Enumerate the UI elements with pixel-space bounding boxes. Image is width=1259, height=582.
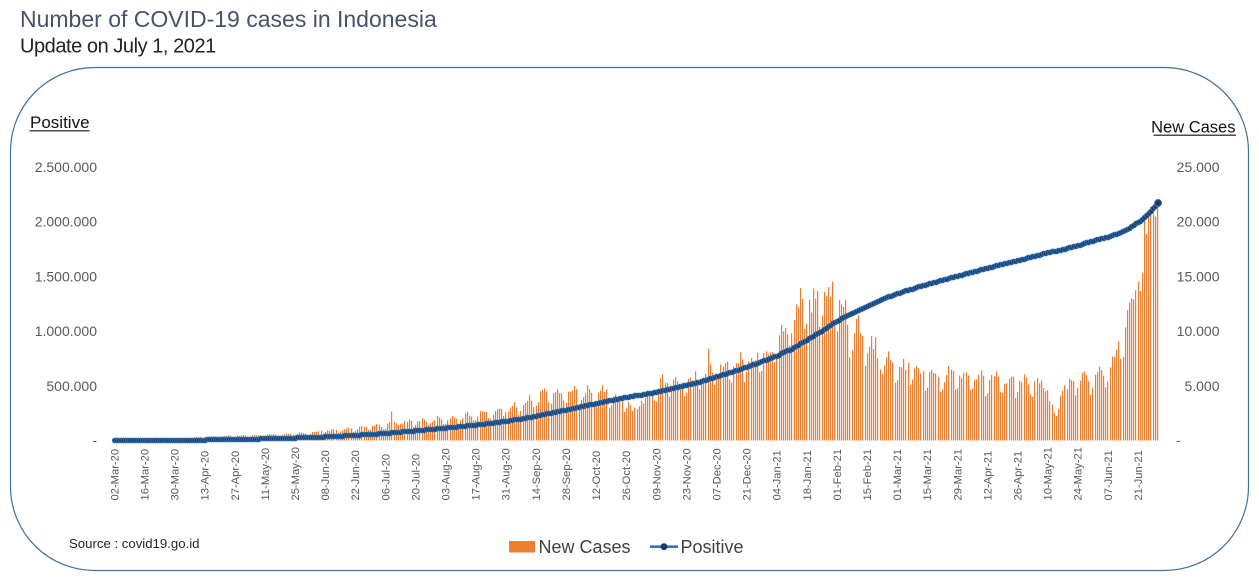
svg-text:23-Nov-20: 23-Nov-20 [681, 448, 693, 500]
svg-text:27-Apr-20: 27-Apr-20 [230, 451, 242, 501]
svg-text:10-May-21: 10-May-21 [1043, 447, 1055, 500]
svg-text:28-Sep-20: 28-Sep-20 [561, 448, 573, 500]
svg-text:26-Apr-21: 26-Apr-21 [1013, 451, 1025, 501]
svg-text:01-Feb-21: 01-Feb-21 [832, 449, 844, 501]
svg-text:15.000: 15.000 [1177, 268, 1220, 284]
svg-text:29-Mar-21: 29-Mar-21 [952, 449, 964, 501]
svg-text:5.000: 5.000 [1184, 378, 1219, 394]
svg-text:21-Dec-20: 21-Dec-20 [742, 448, 754, 500]
svg-text:17-Aug-20: 17-Aug-20 [471, 448, 483, 500]
svg-text:New Cases: New Cases [1151, 118, 1235, 136]
svg-text:20.000: 20.000 [1177, 214, 1220, 230]
svg-text:30-Mar-20: 30-Mar-20 [170, 449, 182, 501]
svg-text:500.000: 500.000 [46, 378, 97, 394]
svg-text:1.000.000: 1.000.000 [35, 323, 97, 339]
svg-text:Positive: Positive [681, 537, 744, 557]
svg-text:15-Feb-21: 15-Feb-21 [862, 449, 874, 501]
svg-text:04-Jan-21: 04-Jan-21 [772, 450, 784, 500]
svg-text:24-May-21: 24-May-21 [1073, 447, 1085, 500]
svg-text:Number of COVID-19 cases in In: Number of COVID-19 cases in Indonesia [20, 6, 437, 32]
svg-text:2.500.000: 2.500.000 [35, 159, 97, 175]
svg-text:06-Jul-20: 06-Jul-20 [380, 454, 392, 501]
svg-text:01-Mar-21: 01-Mar-21 [892, 449, 904, 501]
svg-text:New Cases: New Cases [539, 537, 631, 557]
svg-text:15-Mar-21: 15-Mar-21 [922, 449, 934, 501]
svg-text:Source : covid19.go.id: Source : covid19.go.id [69, 536, 200, 551]
svg-text:-: - [92, 432, 97, 448]
svg-text:13-Apr-20: 13-Apr-20 [200, 451, 212, 501]
svg-text:16-Mar-20: 16-Mar-20 [140, 449, 152, 501]
svg-text:Update on July 1, 2021: Update on July 1, 2021 [20, 36, 216, 58]
svg-text:09-Nov-20: 09-Nov-20 [651, 448, 663, 500]
svg-text:2.000.000: 2.000.000 [35, 214, 97, 230]
svg-text:12-Oct-20: 12-Oct-20 [591, 451, 603, 501]
svg-text:20-Jul-20: 20-Jul-20 [410, 454, 422, 501]
svg-text:26-Oct-20: 26-Oct-20 [621, 451, 633, 501]
svg-text:07-Dec-20: 07-Dec-20 [712, 448, 724, 500]
svg-text:07-Jun-21: 07-Jun-21 [1103, 450, 1115, 500]
svg-text:08-Jun-20: 08-Jun-20 [320, 450, 332, 500]
svg-text:18-Jan-21: 18-Jan-21 [802, 450, 814, 500]
svg-text:1.500.000: 1.500.000 [35, 268, 97, 284]
svg-text:12-Apr-21: 12-Apr-21 [982, 451, 994, 501]
svg-text:31-Aug-20: 31-Aug-20 [501, 448, 513, 500]
svg-text:02-Mar-20: 02-Mar-20 [109, 449, 121, 501]
svg-text:25.000: 25.000 [1177, 159, 1220, 175]
svg-text:14-Sep-20: 14-Sep-20 [531, 448, 543, 500]
svg-text:10.000: 10.000 [1177, 323, 1220, 339]
svg-text:22-Jun-20: 22-Jun-20 [350, 450, 362, 500]
svg-text:21-Jun-21: 21-Jun-21 [1133, 450, 1145, 500]
svg-text:25-May-20: 25-May-20 [290, 447, 302, 500]
svg-text:-: - [1176, 432, 1181, 448]
svg-text:11-May-20: 11-May-20 [260, 448, 272, 501]
svg-text:03-Aug-20: 03-Aug-20 [441, 448, 453, 500]
svg-text:Positive: Positive [30, 113, 90, 132]
